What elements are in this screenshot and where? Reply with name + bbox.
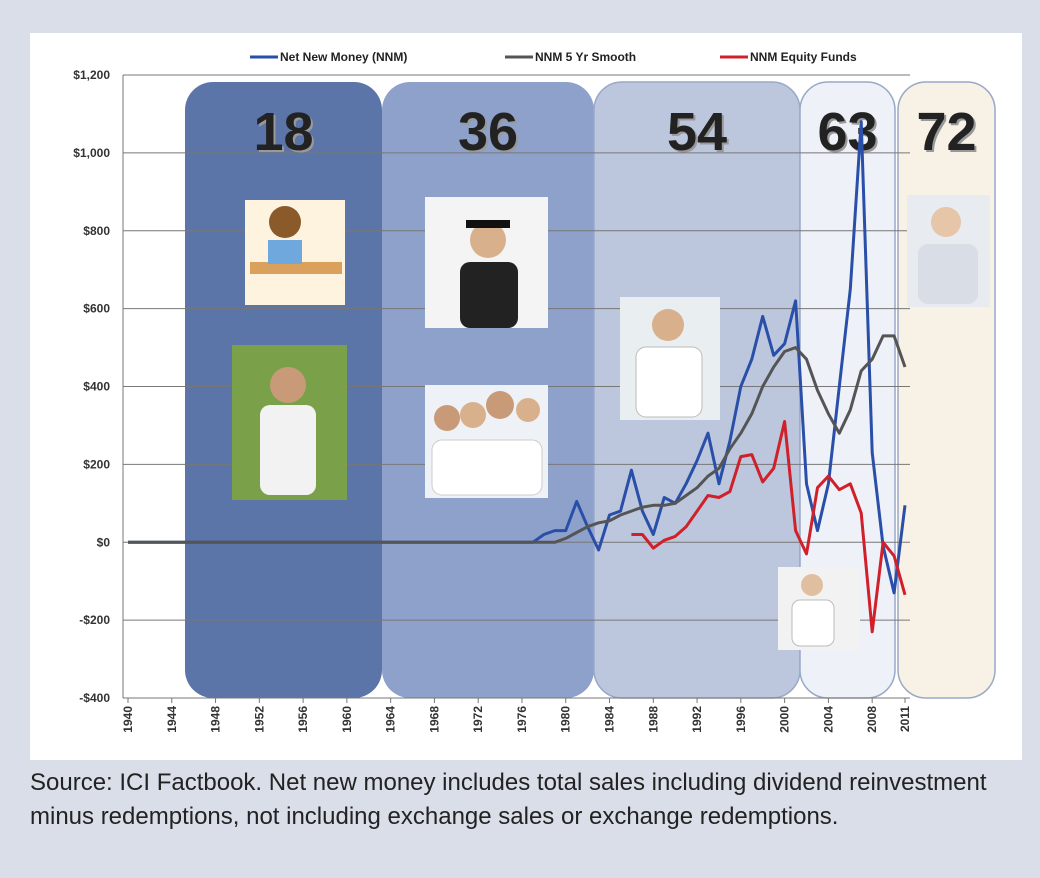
- x-tick-label: 1984: [603, 706, 617, 733]
- x-tick-label: 1968: [427, 706, 441, 733]
- y-tick-label: $400: [83, 380, 110, 394]
- x-tick-label: 1992: [690, 706, 704, 733]
- photo-graduate: [425, 197, 548, 328]
- photo-elderly: [907, 195, 990, 307]
- x-tick-label: 2004: [821, 706, 835, 733]
- age-band-label: 36: [460, 104, 520, 164]
- y-tick-label: $800: [83, 224, 110, 238]
- y-tick-label: -$200: [79, 613, 110, 627]
- age-band-label: 18: [255, 104, 315, 164]
- y-tick-label: -$400: [79, 691, 110, 705]
- x-tick-label: 2000: [778, 706, 792, 733]
- legend-label: NNM Equity Funds: [750, 50, 857, 64]
- x-tick-label: 1972: [471, 706, 485, 733]
- age-band-label-shadow: 36: [458, 102, 518, 162]
- age-band-label-shadow: 54: [667, 102, 727, 162]
- x-tick-label: 1940: [121, 706, 135, 733]
- legend-label: NNM 5 Yr Smooth: [535, 50, 636, 64]
- x-tick-label: 1944: [165, 706, 179, 733]
- y-tick-label: $200: [83, 457, 110, 471]
- source-note: Source: ICI Factbook. Net new money incl…: [30, 769, 987, 830]
- x-tick-label: 1976: [515, 706, 529, 733]
- photo-child: [245, 200, 345, 305]
- age-band-label-shadow: 18: [253, 102, 313, 162]
- y-tick-label: $600: [83, 302, 110, 316]
- x-tick-label: 1956: [296, 706, 310, 733]
- age-band: [897, 81, 996, 699]
- x-tick-label: 1980: [559, 706, 573, 733]
- x-tick-label: 1952: [252, 706, 266, 733]
- y-tick-label: $1,000: [73, 146, 110, 160]
- age-band-label: 72: [918, 104, 978, 164]
- photo-senior-doctor: [778, 567, 860, 650]
- y-tick-label: $1,200: [73, 68, 110, 82]
- y-tick-label: $0: [97, 535, 111, 549]
- legend-label: Net New Money (NNM): [280, 50, 407, 64]
- age-band-label: 63: [819, 104, 879, 164]
- x-tick-label: 1964: [384, 706, 398, 733]
- x-tick-label: 1988: [646, 706, 660, 733]
- age-band-label-shadow: 63: [817, 102, 877, 162]
- photo-family: [425, 385, 548, 498]
- series-line: [631, 420, 907, 634]
- age-band-label-shadow: 72: [916, 102, 976, 162]
- x-tick-label: 1996: [734, 706, 748, 733]
- photo-doctor: [620, 297, 720, 420]
- x-tick-label: 1948: [209, 706, 223, 733]
- photo-teen: [232, 345, 347, 500]
- series-line: [128, 334, 907, 544]
- x-tick-label: 1960: [340, 706, 354, 733]
- x-tick-label: 2011: [898, 706, 912, 732]
- age-band-label: 54: [669, 104, 729, 164]
- x-tick-label: 2008: [865, 706, 879, 733]
